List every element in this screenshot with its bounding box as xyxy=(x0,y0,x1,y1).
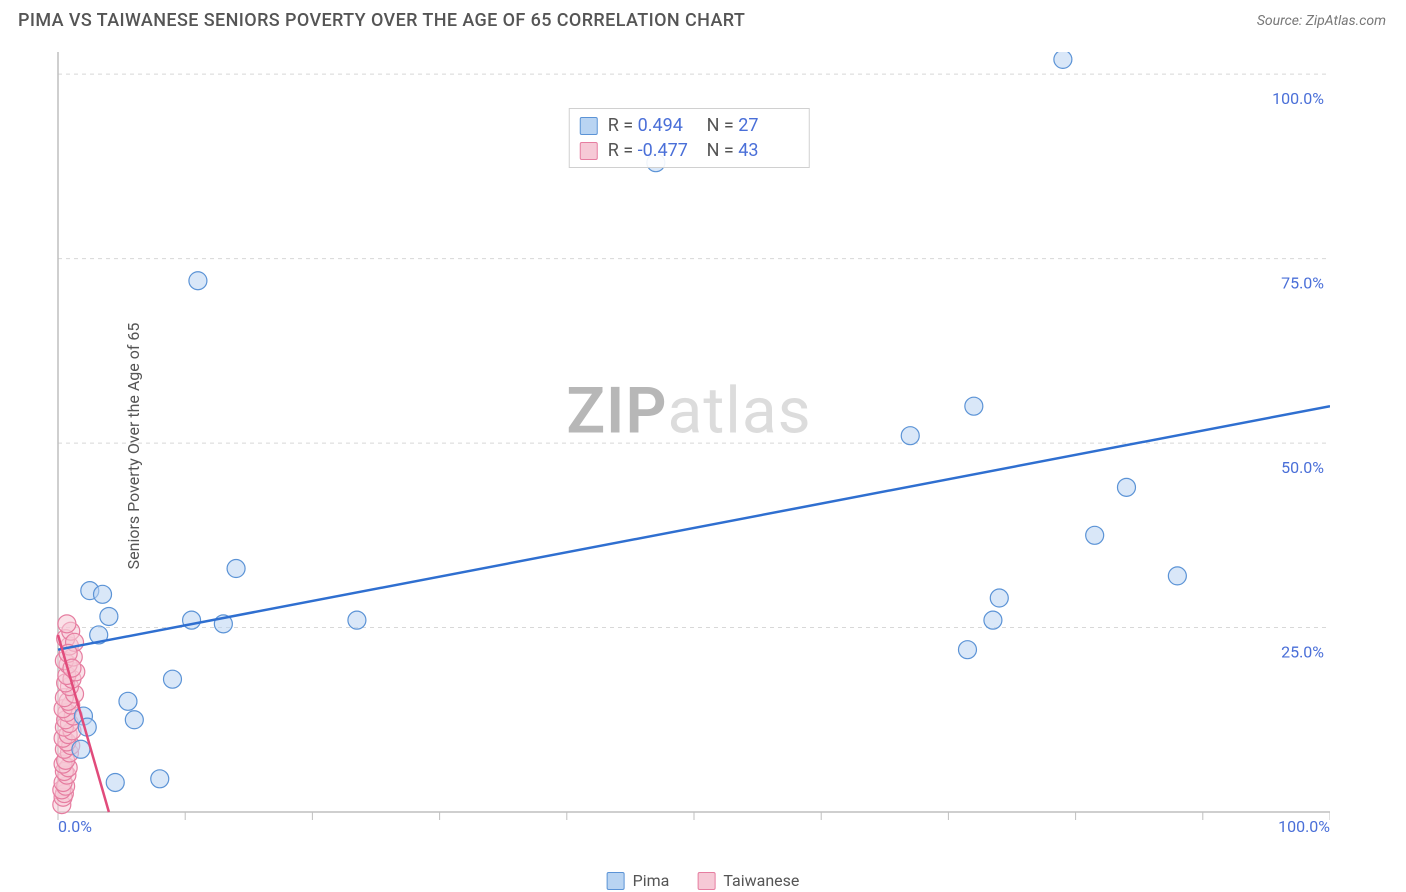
svg-text:0.0%: 0.0% xyxy=(58,817,92,832)
data-point xyxy=(1054,52,1072,68)
trend-line xyxy=(58,406,1330,649)
data-point xyxy=(189,272,207,290)
legend-label: Pima xyxy=(633,871,670,890)
data-point xyxy=(984,611,1002,629)
data-point xyxy=(901,427,919,445)
data-point xyxy=(227,560,245,578)
legend: Pima Taiwanese xyxy=(607,871,800,890)
data-point xyxy=(958,641,976,659)
legend-swatch xyxy=(697,872,715,890)
legend-swatch xyxy=(607,872,625,890)
series-swatch xyxy=(580,142,598,160)
data-point xyxy=(106,773,124,791)
data-point xyxy=(119,692,137,710)
legend-item: Pima xyxy=(607,871,670,890)
data-point xyxy=(965,397,983,415)
source-label: Source: ZipAtlas.com xyxy=(1257,13,1386,29)
data-point xyxy=(163,670,181,688)
data-point xyxy=(990,589,1008,607)
svg-text:50.0%: 50.0% xyxy=(1281,458,1324,477)
chart-title: PIMA VS TAIWANESE SENIORS POVERTY OVER T… xyxy=(18,10,745,31)
chart-header: PIMA VS TAIWANESE SENIORS POVERTY OVER T… xyxy=(0,0,1406,37)
scatter-chart: 25.0% 50.0% 75.0% 100.0% 0.0% 100.0% xyxy=(48,52,1330,832)
data-point xyxy=(1117,478,1135,496)
stats-text: R = 0.494 N = 27 xyxy=(608,115,799,136)
data-point xyxy=(58,615,76,633)
stats-text: R = -0.477 N = 43 xyxy=(608,140,799,161)
data-point xyxy=(100,607,118,625)
data-point xyxy=(151,770,169,788)
data-point xyxy=(72,740,90,758)
svg-text:100.0%: 100.0% xyxy=(1272,89,1324,108)
correlation-stats-box: R = 0.494 N = 27 R = -0.477 N = 43 xyxy=(569,108,810,168)
legend-item: Taiwanese xyxy=(697,871,799,890)
data-point xyxy=(1168,567,1186,585)
svg-text:75.0%: 75.0% xyxy=(1281,274,1324,293)
data-point xyxy=(94,585,112,603)
data-point xyxy=(1086,526,1104,544)
stats-row: R = 0.494 N = 27 xyxy=(580,113,799,138)
stats-row: R = -0.477 N = 43 xyxy=(580,138,799,163)
chart-area: 25.0%50.0%75.0%100.0%0.0%100.0% ZIPatlas… xyxy=(48,52,1330,832)
svg-text:25.0%: 25.0% xyxy=(1281,643,1324,662)
series-swatch xyxy=(580,117,598,135)
data-point xyxy=(348,611,366,629)
svg-text:100.0%: 100.0% xyxy=(1278,817,1330,832)
data-point xyxy=(125,711,143,729)
legend-label: Taiwanese xyxy=(723,871,799,890)
